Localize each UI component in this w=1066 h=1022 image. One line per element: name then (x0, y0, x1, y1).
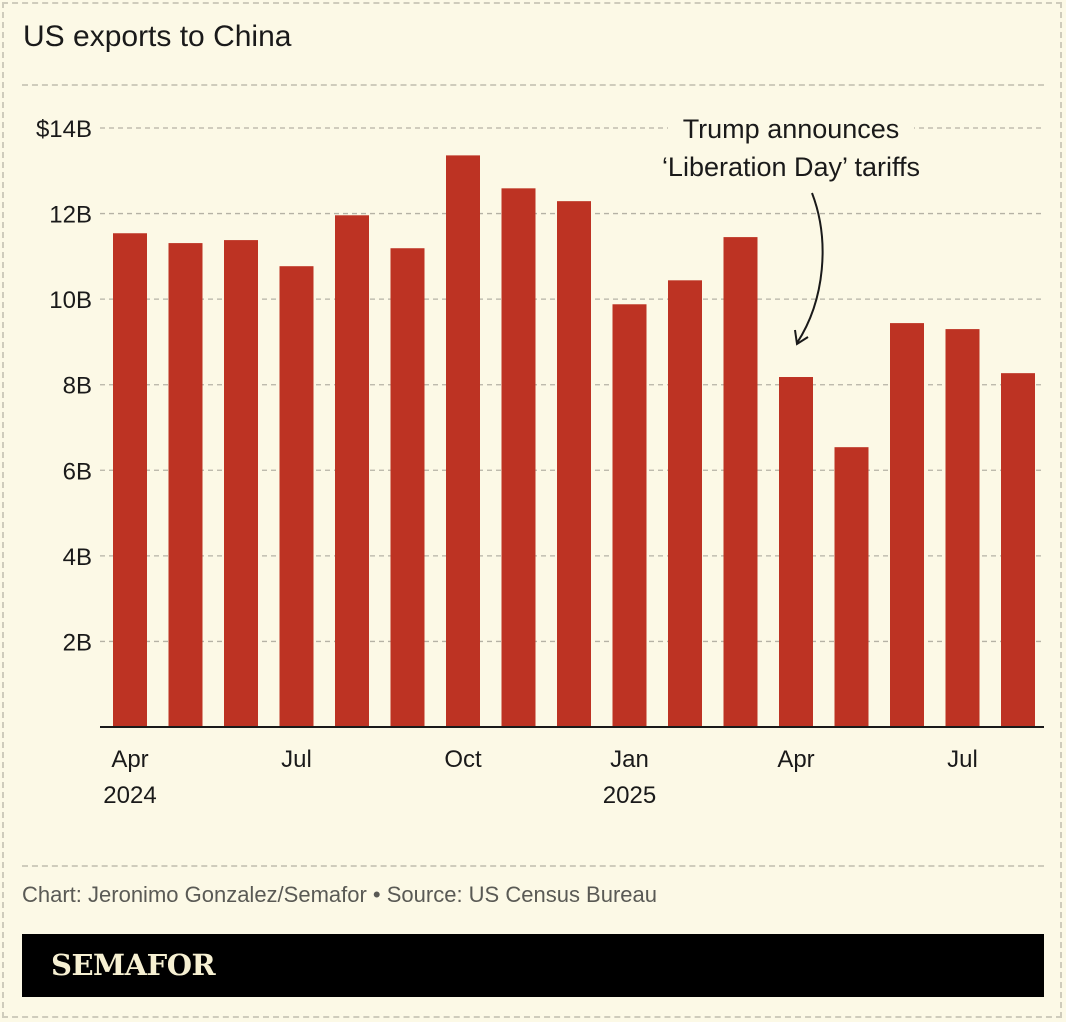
x-tick-label: Apr (777, 746, 814, 773)
bar (446, 155, 480, 727)
annotation-arrow (796, 192, 824, 344)
bar (834, 447, 869, 727)
y-tick-label: 2B (63, 629, 92, 656)
annotation-background (645, 148, 937, 182)
bar (1001, 373, 1035, 727)
y-tick-label: $14B (36, 116, 92, 143)
annotation-text: ‘Liberation Day’ tariffs (662, 152, 920, 182)
bar (224, 240, 258, 727)
x-tick-label: Jul (281, 746, 312, 773)
y-tick-label: 4B (63, 544, 92, 571)
annotation-text: Trump announces (683, 114, 900, 144)
x-tick-label: Jan (610, 746, 649, 773)
semafor-logo: SEMAFOR (51, 948, 216, 982)
bar (501, 188, 536, 727)
x-tick-label: Oct (444, 746, 482, 773)
bar (945, 329, 980, 727)
bar (335, 215, 369, 728)
bar (557, 201, 591, 727)
bar (168, 243, 203, 727)
bar (113, 233, 147, 727)
bar (390, 248, 425, 728)
y-tick-label: 8B (63, 373, 92, 400)
bar (890, 323, 924, 727)
logo-bar: SEMAFOR (22, 934, 1044, 997)
x-tick-label: Apr (111, 746, 148, 773)
arrowhead-icon (794, 329, 809, 346)
y-tick-label: 12B (49, 202, 92, 229)
x-tick-label: Jul (947, 746, 978, 773)
bar (723, 237, 758, 727)
source-credit: Chart: Jeronimo Gonzalez/Semafor • Sourc… (22, 882, 657, 907)
y-tick-label: 10B (49, 287, 92, 314)
x-tick-year: 2025 (603, 782, 656, 809)
footer-divider (22, 865, 1044, 867)
chart-title: US exports to China (23, 20, 292, 53)
x-tick-year: 2024 (103, 782, 156, 809)
bar-chart: 2B 4B 6B 8B 10B 12B $14B Apr 2024 Jul Oct Jan 2025 Ap… (36, 112, 1044, 809)
y-tick-label: 6B (63, 458, 92, 485)
header-divider (22, 84, 1044, 86)
bar (779, 377, 813, 727)
annotation-background (668, 112, 914, 146)
bar (668, 280, 702, 727)
bar (612, 304, 647, 727)
bar (279, 266, 314, 727)
